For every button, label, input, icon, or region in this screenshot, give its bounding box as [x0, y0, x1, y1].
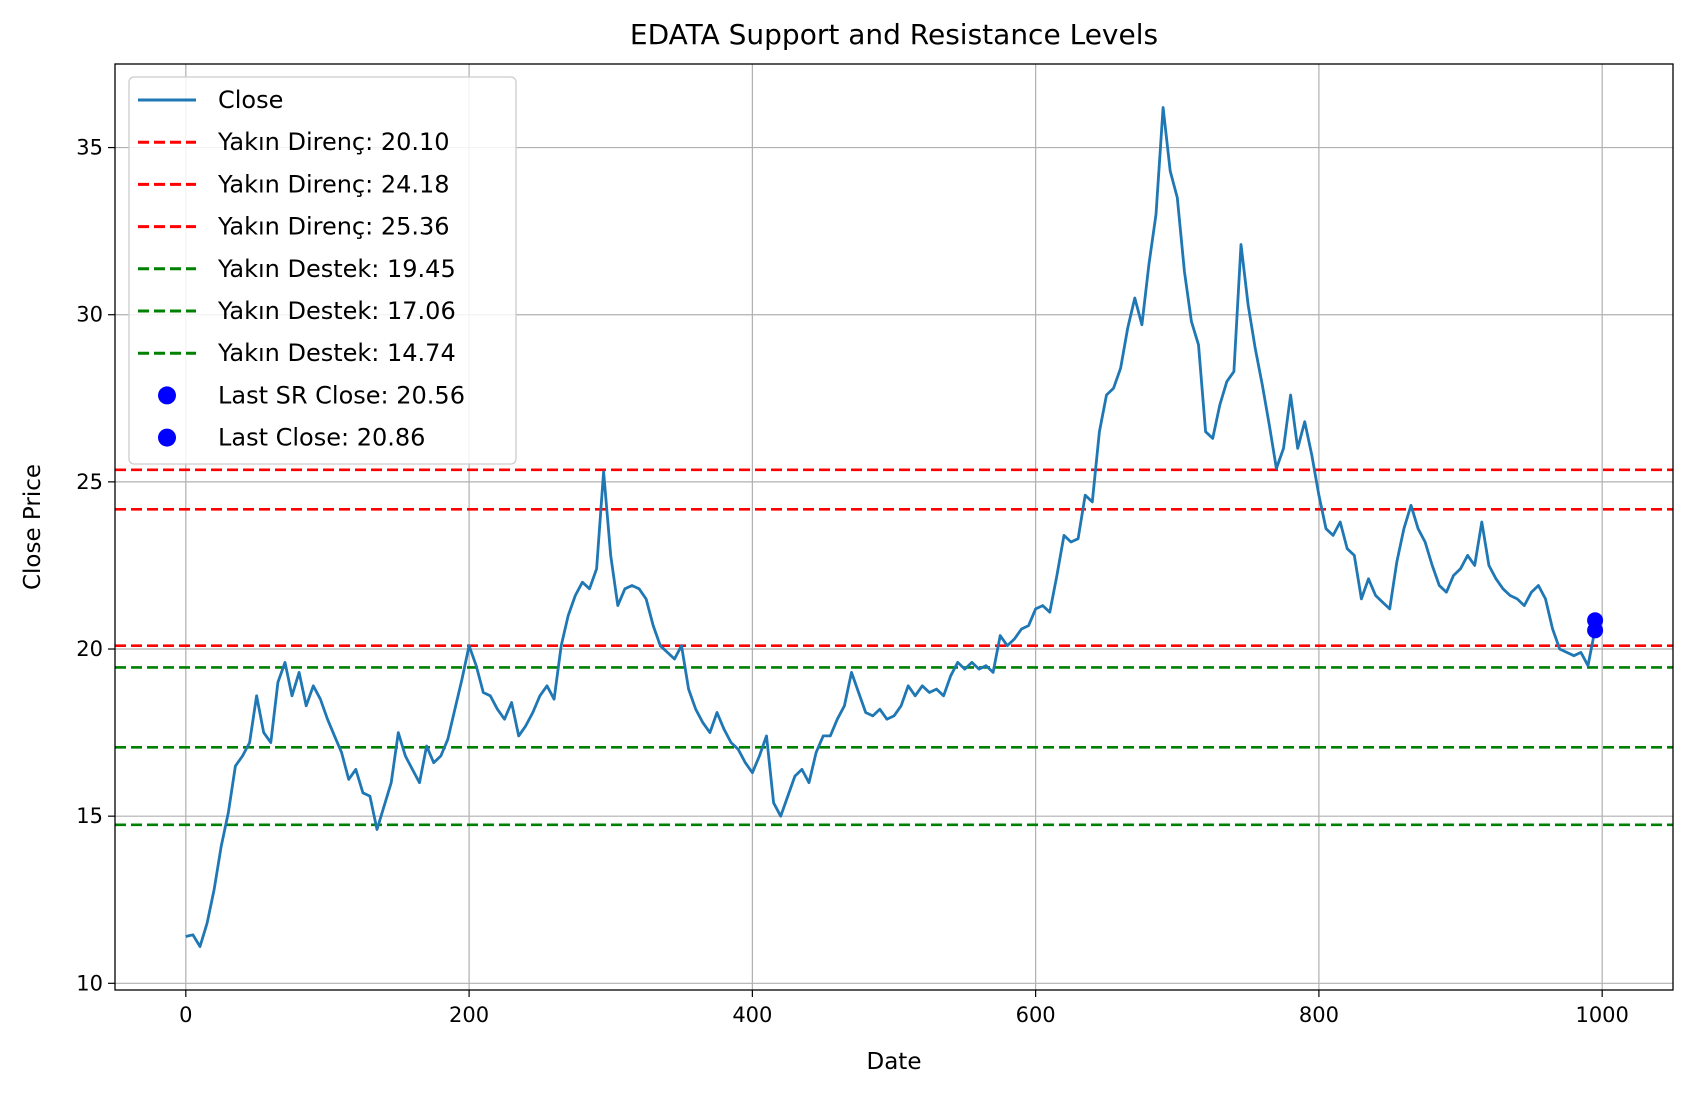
series-line-close: [185, 106, 1601, 948]
legend-label: Close: [218, 86, 283, 114]
x-axis-title: Date: [867, 1049, 922, 1075]
y-tick-label: 15: [76, 804, 103, 828]
legend-label: Last Close: 20.86: [218, 424, 425, 452]
legend-label: Last SR Close: 20.56: [218, 381, 465, 409]
chart-title: EDATA Support and Resistance Levels: [630, 18, 1158, 51]
marker-point-1: [1587, 612, 1604, 629]
legend-swatch-dot: [158, 386, 176, 405]
legend-label: Yakın Direnç: 24.18: [217, 170, 450, 198]
legend-label: Yakın Destek: 14.74: [217, 339, 456, 367]
y-tick-label: 35: [76, 136, 103, 160]
y-tick-label: 10: [76, 971, 103, 995]
legend-label: Yakın Destek: 17.06: [217, 297, 456, 325]
x-tick-label: 200: [449, 1003, 489, 1027]
x-tick-label: 0: [179, 1003, 192, 1027]
x-tick-label: 1000: [1575, 1003, 1628, 1027]
x-tick-label: 800: [1299, 1003, 1339, 1027]
y-tick-label: 20: [76, 637, 103, 661]
legend-label: Yakın Direnç: 20.10: [217, 128, 450, 156]
legend: Close Yakın Direnç: 20.10 Yakın Direnç: 24…: [128, 76, 517, 465]
plot-frame: [114, 63, 1674, 991]
x-tick-label: 600: [1016, 1003, 1056, 1027]
legend-label: Yakın Direnç: 25.36: [217, 213, 450, 241]
x-tick-label: 400: [732, 1003, 772, 1027]
ticks: 0 200 400 600 800 1000 10 15 20 25 30 35: [76, 136, 1629, 1027]
y-tick-label: 25: [76, 470, 103, 494]
legend-box: [128, 76, 517, 465]
marker-layer: [1587, 612, 1604, 639]
legend-swatch-dot: [158, 428, 176, 447]
series-layer: [185, 106, 1601, 948]
y-axis-title: Close Price: [20, 464, 46, 590]
legend-label: Yakın Destek: 19.45: [217, 255, 456, 283]
y-tick-label: 30: [76, 303, 103, 327]
